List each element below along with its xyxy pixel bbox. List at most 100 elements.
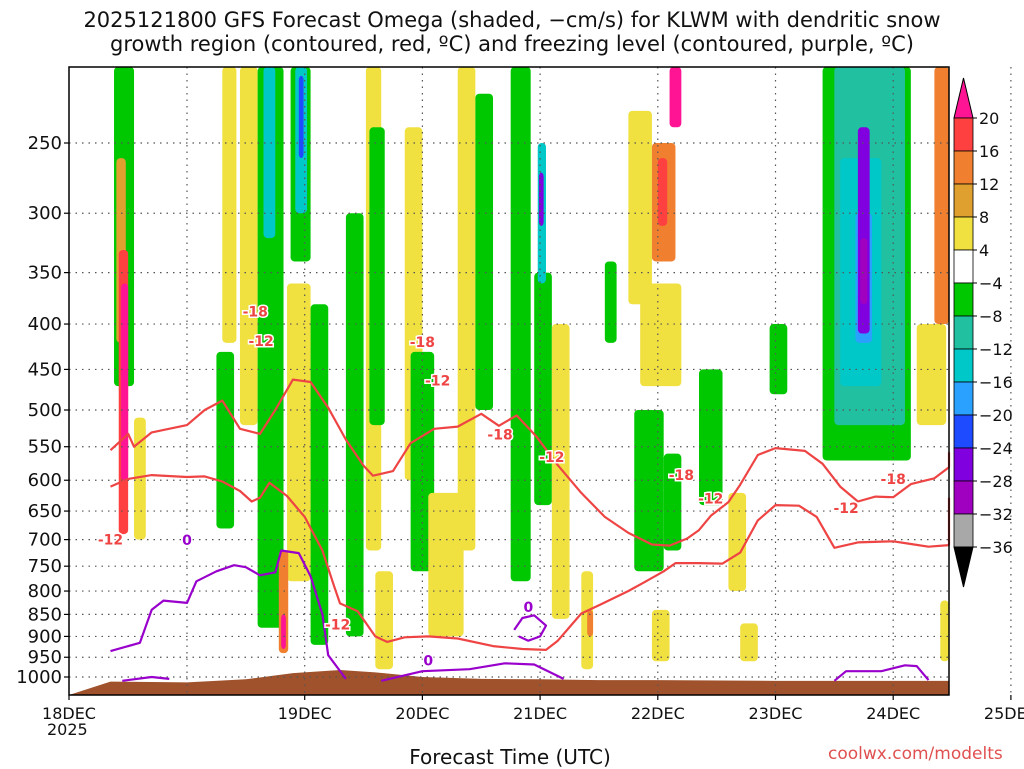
omega-cell-25 [475,93,494,410]
y-tick-label-750: 750 [28,556,62,577]
contour-label-0: -18 [243,304,268,320]
omega-cell-5 [222,67,237,343]
contour-label-2: -18 [410,335,435,351]
y-tick-label-250: 250 [28,133,62,154]
colorbar-swatch-11 [953,447,974,482]
colorbar-swatch-2 [953,150,974,185]
y-tick-label-300: 300 [28,203,62,224]
colorbar-label-6: −8 [979,307,1003,326]
omega-cell-44 [740,623,758,662]
omega-cell-34 [628,110,652,305]
freezing-contour-3 [380,662,565,682]
omega-cell-7 [239,67,258,426]
colorbar-label-1: 16 [979,142,999,161]
contour-label-5: -12 [325,618,350,634]
x-tick-label-23DEC: 23DEC [749,704,803,723]
y-tick-label-450: 450 [28,359,62,380]
x-axis-year: 2025 [47,720,88,739]
omega-cell-10 [287,283,311,582]
y-tick-label-650: 650 [28,501,62,522]
omega-cell-29 [538,172,544,226]
contour-label-7: -12 [539,450,564,466]
contour-label-11: -18 [881,472,906,488]
colorbar-label-2: 12 [979,175,999,194]
freezing-contour-0 [110,549,347,680]
colorbar-swatch-13 [953,513,974,548]
terrain [69,670,949,695]
omega-cell-45 [769,324,788,395]
omega-cell-39 [634,410,664,572]
x-tick-label-21DEC: 21DEC [513,704,567,723]
y-tick-label-350: 350 [28,263,62,284]
dgz-contour-0 [109,378,951,547]
contours [109,378,951,682]
colorbar-swatch-7 [953,315,974,350]
omega-shading [114,67,949,670]
colorbar-label-5: −4 [979,274,1003,293]
colorbar-label-11: −28 [979,472,1013,491]
y-tick-label-950: 950 [28,647,62,668]
x-tick-label-25DEC: 25DEC [984,704,1024,723]
omega-cell-41 [651,609,670,662]
colorbar-bottom-arrow [953,546,974,588]
x-tick-label-24DEC: 24DEC [866,704,920,723]
colorbar-label-4: 4 [979,241,989,260]
omega-cell-3 [121,283,129,481]
y-tick-label-1000: 1000 [16,667,62,688]
omega-cell-16 [281,614,286,650]
dgz-contour-1 [110,474,951,651]
x-tick-label-19DEC: 19DEC [278,704,332,723]
contour-label-6: -18 [487,428,512,444]
chart-title-line-1: 2025121800 GFS Forecast Omega (shaded, −… [83,8,941,32]
colorbar-label-8: −16 [979,373,1013,392]
y-tick-label-800: 800 [28,581,62,602]
contour-label-13: 0 [523,600,533,616]
colorbar-swatch-3 [953,183,974,218]
omega-cell-51 [860,238,868,305]
omega-cell-14 [298,75,304,159]
y-tick-label-900: 900 [28,626,62,647]
y-tick-label-500: 500 [28,400,62,421]
colorbar-label-3: 8 [979,208,989,227]
colorbar-label-13: −36 [979,538,1013,557]
contour-label-12: 0 [182,533,192,549]
x-tick-label-20DEC: 20DEC [395,704,449,723]
omega-cell-38 [640,283,682,387]
colorbar-swatch-5 [953,249,974,284]
y-tick-label-600: 600 [28,470,62,491]
contour-label-9: -12 [698,491,723,507]
colorbar-swatch-6 [953,282,974,317]
x-tick-label-18DEC: 18DEC [42,704,96,723]
contour-label-10: -12 [833,501,858,517]
colorbar: 20 16 12 8 4 −4 −8 −12 −16 −20 −24 −28 −32 −36 [953,77,1013,588]
omega-cell-19 [375,571,393,670]
omega-cell-30 [551,324,570,619]
colorbar-label-10: −24 [979,439,1013,458]
omega-cell-24 [457,67,476,551]
omega-cell-52 [934,67,949,325]
credit-link[interactable]: coolwx.com/modelts [828,744,1003,764]
colorbar-swatch-8 [953,348,974,383]
omega-cell-4 [134,417,146,540]
omega-cell-26 [510,67,531,582]
x-axis-label: Forecast Time (UTC) [409,745,611,769]
plot-frame [68,66,950,696]
colorbar-swatch-1 [953,117,974,152]
omega-cell-53 [916,324,947,426]
omega-cell-6 [216,351,235,529]
colorbar-swatch-10 [953,414,974,449]
colorbar-top-arrow [953,77,974,119]
omega-cell-32 [587,609,594,637]
contour-label-1: -12 [249,334,274,350]
y-tick-label-550: 550 [28,437,62,458]
colorbar-label-0: 20 [979,109,999,128]
omega-cell-55 [940,600,949,662]
omega-cell-23 [428,492,464,637]
omega-cell-33 [604,261,617,343]
omega-cell-11 [310,304,329,645]
y-tick-label-850: 850 [28,604,62,625]
chart-title-line-2: growth region (contoured, red, ºC) and f… [110,32,914,56]
colorbar-swatch-9 [953,381,974,416]
